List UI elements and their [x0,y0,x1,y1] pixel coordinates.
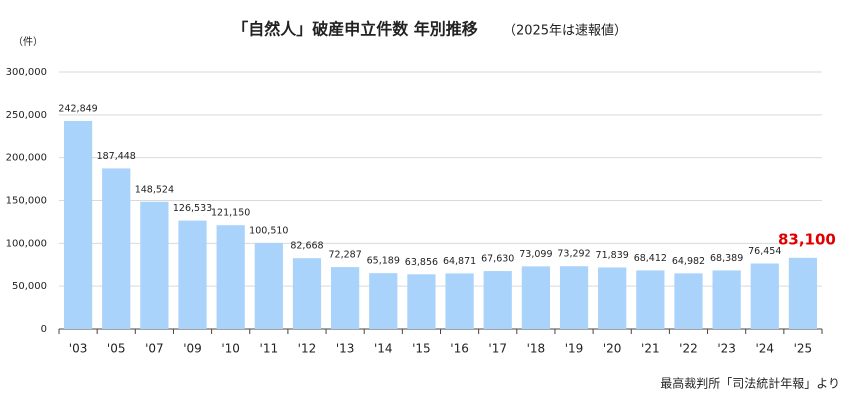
bar [521,266,550,329]
value-label: 67,630 [481,254,514,265]
value-label: 65,189 [367,256,400,267]
bar [63,120,93,330]
x-tick-label: '25 [794,342,813,356]
x-tick-label: '17 [488,342,507,356]
bar [750,263,779,329]
y-tick-label: 50,000 [12,281,47,292]
bar [407,274,436,329]
bar [712,270,741,329]
value-label: 64,871 [443,256,476,267]
x-tick-label: '22 [679,342,698,356]
source-note: 最高裁判所「司法統計年報」より [660,376,840,391]
value-label: 63,856 [405,257,438,268]
x-tick-label: '12 [298,342,317,356]
bar [559,266,589,329]
value-label: 71,839 [596,250,629,261]
bar [445,273,474,329]
value-label: 73,292 [557,249,590,260]
value-label: 72,287 [329,250,362,261]
x-tick-label: '10 [221,342,240,356]
bar [216,225,245,329]
y-tick-label: 300,000 [6,67,47,78]
bar [178,220,207,329]
x-tick-label: '20 [603,342,622,356]
x-tick-label: '03 [69,342,88,356]
bar [674,273,703,329]
value-label: 76,454 [748,246,781,257]
y-axis-label: （件） [13,36,43,48]
value-label: 68,412 [634,253,667,264]
x-tick-label: '07 [145,342,164,356]
bar [102,168,131,329]
value-label: 121,150 [211,208,250,219]
bar [788,257,818,329]
bar [254,242,283,329]
x-tick-label: '23 [717,342,736,356]
y-tick-label: 0 [41,324,47,335]
value-label: 126,533 [173,203,212,214]
bar [369,273,398,329]
bar [331,267,360,329]
value-label: 82,668 [290,241,323,252]
y-tick-label: 250,000 [6,110,47,121]
x-tick-label: '16 [450,342,469,356]
x-tick-label: '21 [641,342,660,356]
chart-title: 「自然人」破産申立件数 年別推移 [232,20,478,39]
x-tick-label: '05 [107,342,126,356]
bar [598,267,627,329]
bar [292,258,322,329]
y-tick-label: 150,000 [6,196,47,207]
x-tick-label: '14 [374,342,393,356]
value-label: 64,982 [672,256,705,267]
x-tick-label: '09 [183,342,202,356]
y-tick-label: 200,000 [6,153,47,164]
x-tick-label: '18 [527,342,546,356]
bar [636,270,665,329]
value-label: 73,099 [519,249,552,260]
x-tick-label: '13 [336,342,355,356]
value-label: 100,510 [249,225,288,236]
chart-subtitle: （2025年は速報値） [503,23,627,39]
x-tick-label: '15 [412,342,431,356]
value-label: 83,100 [778,230,836,248]
value-label: 68,389 [710,253,743,264]
x-tick-label: '19 [565,342,584,356]
bar [483,271,512,329]
x-tick-label: '24 [755,342,774,356]
bar [140,201,169,329]
x-tick-label: '11 [260,342,279,356]
value-label: 148,524 [135,184,174,195]
y-tick-label: 100,000 [6,238,47,249]
value-label: 242,849 [58,103,97,114]
value-label: 187,448 [97,151,136,162]
